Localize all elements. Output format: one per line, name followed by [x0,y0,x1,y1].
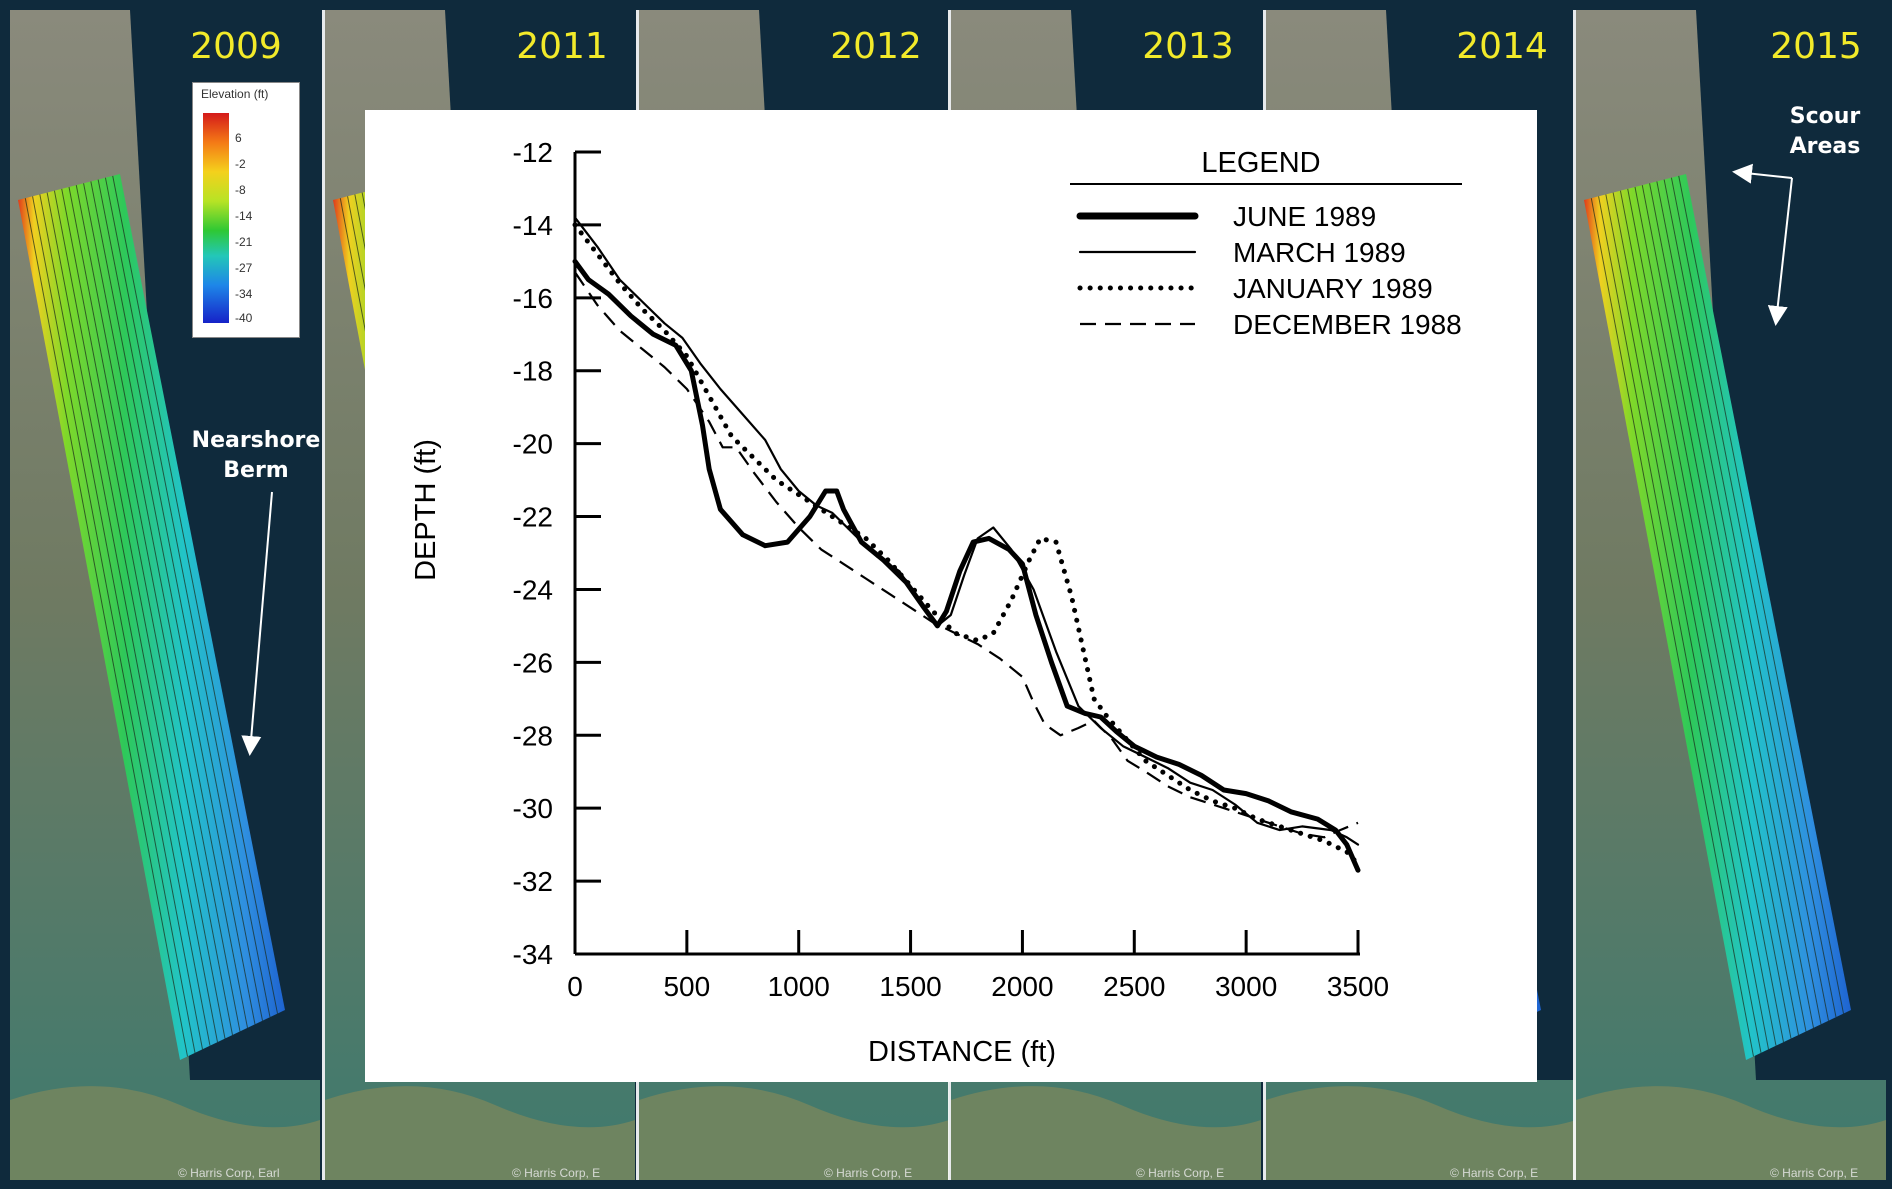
x-tick-label: 3500 [1327,971,1389,1002]
colorbar-title: Elevation (ft) [201,87,269,101]
colorbar-tick: -40 [235,311,253,325]
y-tick-label: -20 [513,429,553,460]
year-label-2012: 2012 [830,26,922,67]
y-tick-label: -12 [513,137,553,168]
chart-svg: -12 -14 -16 -18 -20 -22 -24 -26 -28 -30 -32 -34 0 500… [410,137,1462,1068]
legend-title: LEGEND [1201,147,1320,179]
y-tick-label: -24 [513,574,553,605]
x-tick-label: 500 [663,971,710,1002]
colorbar-tick: -21 [235,235,253,249]
x-tick-label: 1000 [768,971,830,1002]
map-credit: © Harris Corp, Earl [178,1166,280,1180]
colorbar-tick: -34 [235,287,253,301]
berm-arrow [241,491,273,756]
map-credit: © Harris Corp, E [1450,1166,1539,1180]
scour-arrow-down [1767,177,1793,326]
nearshore-berm-label: Nearshore Berm [191,428,321,483]
series-line-june-1989 [572,258,1361,873]
legend-label: MARCH 1989 [1233,237,1406,268]
x-tick-label: 0 [567,971,583,1002]
legend-label: JANUARY 1989 [1233,273,1433,304]
y-tick-label: -32 [513,866,553,897]
series-line-january-1989 [572,222,1363,869]
colorbar-tick: -8 [235,183,246,197]
map-credit: © Harris Corp, E [1136,1166,1225,1180]
x-axis-label: DISTANCE (ft) [868,1036,1056,1068]
y-tick-label: -28 [513,720,553,751]
year-label-2013: 2013 [1142,26,1234,67]
map-credit: © Harris Corp, E [512,1166,601,1180]
map-strip [1573,10,1886,1180]
elevation-colorbar: Elevation (ft) 6 -2 -8 -14 -21 -27 -34 -… [192,82,300,338]
y-tick-label: -34 [513,939,553,970]
colorbar-gradient [203,113,229,323]
legend-label: DECEMBER 1988 [1233,309,1462,340]
x-tick-label: 1500 [879,971,941,1002]
y-tick-label: -16 [513,283,553,314]
year-label-2009: 2009 [190,26,282,67]
legend-label: JUNE 1989 [1233,201,1376,232]
colorbar-tick: -2 [235,157,246,171]
y-tick-label: -22 [513,502,553,533]
year-label-2011: 2011 [516,26,608,67]
y-tick-label: -26 [513,647,553,678]
series-line-december-1988 [574,271,1359,839]
y-axis-label: DEPTH (ft) [410,439,442,581]
x-tick-label: 3000 [1215,971,1277,1002]
scour-arrow-left [1732,163,1793,184]
colorbar-tick: 6 [235,131,242,145]
map-credit: © Harris Corp, E [1770,1166,1859,1180]
depth-profile-chart: -12 -14 -16 -18 -20 -22 -24 -26 -28 -30 -32 -34 0 500… [365,110,1537,1082]
series-line-march-1989 [573,216,1360,846]
x-tick-label: 2000 [991,971,1053,1002]
year-label-2015: 2015 [1770,26,1862,67]
map-credit: © Harris Corp, E [824,1166,913,1180]
y-tick-label: -18 [513,356,553,387]
colorbar-tick: -14 [235,209,253,223]
y-tick-label: -14 [513,210,553,241]
x-tick-label: 2500 [1103,971,1165,1002]
y-tick-label: -30 [513,793,553,824]
year-label-2014: 2014 [1456,26,1548,67]
colorbar-tick: -27 [235,261,253,275]
scour-areas-label: Scour Areas [1789,104,1861,159]
